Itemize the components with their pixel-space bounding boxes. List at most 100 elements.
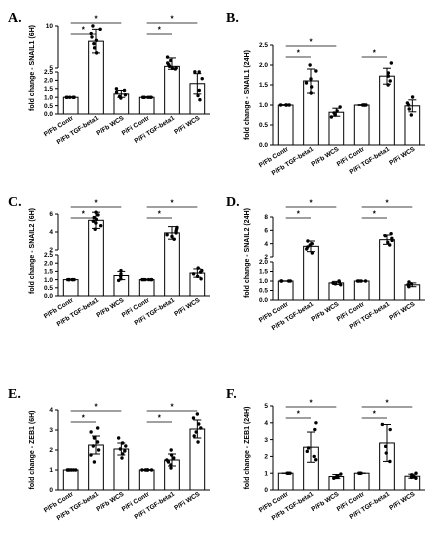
y-tick-label: 0 (264, 487, 268, 494)
data-point (67, 277, 71, 282)
data-point (95, 426, 100, 430)
data-point (288, 279, 293, 283)
bar (277, 472, 294, 491)
data-point (390, 236, 394, 241)
data-point (191, 272, 196, 276)
data-point (170, 234, 174, 239)
data-point (69, 468, 73, 472)
data-point (94, 38, 99, 42)
data-point (279, 279, 284, 283)
bar (62, 469, 79, 491)
y-tick-label: 5 (264, 403, 268, 410)
data-point (140, 277, 144, 282)
data-point (89, 430, 93, 434)
y-tick-label: 3 (264, 437, 268, 444)
data-point (145, 468, 150, 472)
data-point (410, 95, 415, 99)
y-axis-label: fold change - SNAIL2 (6H) (29, 208, 36, 294)
panel-label: C. (8, 195, 22, 210)
data-point (339, 472, 343, 476)
data-point (65, 95, 69, 99)
data-point (118, 447, 123, 451)
data-point (172, 237, 176, 241)
data-point (96, 213, 100, 217)
data-point (338, 105, 342, 109)
data-point (193, 70, 197, 74)
significance-star: * (94, 403, 98, 412)
data-point (92, 436, 97, 440)
data-point (149, 277, 153, 282)
data-point (383, 233, 387, 238)
y-tick-label: 0.0 (44, 111, 53, 118)
data-point (98, 27, 102, 32)
data-point (114, 87, 119, 91)
data-point (92, 41, 96, 46)
y-tick-label: 0.0 (44, 293, 53, 300)
y-tick-label: 2.5 (44, 69, 53, 76)
data-point (194, 430, 198, 434)
data-point (91, 219, 96, 223)
significance-star: * (158, 26, 162, 35)
y-tick-label: 2 (264, 454, 268, 461)
significance-star: * (158, 414, 162, 423)
data-point (165, 55, 170, 59)
y-tick-label: 2.0 (259, 62, 268, 69)
x-category-label: P/Fi WCS (388, 300, 417, 322)
y-tick-label: 2 (49, 447, 53, 454)
y-tick-label: 0 (49, 487, 53, 494)
significance-star: * (170, 403, 174, 412)
y-tick-label: 0.5 (259, 122, 268, 129)
data-point (197, 70, 201, 74)
data-point (198, 98, 202, 102)
data-point (286, 471, 290, 475)
data-point (383, 444, 388, 449)
significance-star: * (94, 199, 98, 208)
significance-star: * (373, 210, 377, 219)
data-point (196, 93, 200, 98)
y-tick-label: 4 (49, 407, 53, 414)
significance-star: * (297, 410, 301, 419)
data-point (90, 35, 94, 39)
bar (277, 104, 294, 146)
bar (353, 104, 370, 146)
data-point (169, 463, 173, 467)
data-point (304, 81, 309, 85)
bar (379, 75, 395, 146)
data-point (414, 471, 418, 475)
y-tick-label: 8 (264, 214, 268, 221)
significance-star: * (170, 199, 174, 208)
data-point (407, 107, 411, 111)
data-point (166, 61, 170, 65)
data-point (337, 279, 341, 283)
bar (138, 469, 155, 491)
data-point (310, 241, 314, 246)
data-point (148, 95, 152, 99)
data-point (199, 277, 203, 281)
significance-star: * (385, 399, 389, 408)
data-point (119, 272, 123, 276)
x-category-label: P/Fi WCS (173, 114, 202, 136)
y-tick-label: 1.0 (44, 277, 53, 284)
data-point (314, 421, 318, 425)
y-tick-label: 2 (49, 247, 53, 254)
data-point (170, 66, 175, 71)
y-tick-label: 1.5 (259, 269, 268, 276)
bar (353, 280, 370, 301)
data-point (313, 427, 317, 432)
y-tick-label: 0.5 (259, 288, 268, 295)
y-tick-label: 6 (49, 211, 53, 218)
data-point (335, 109, 339, 113)
data-point (363, 279, 368, 283)
data-point (149, 468, 154, 472)
data-point (306, 446, 311, 450)
bar (62, 96, 79, 115)
data-point (410, 473, 414, 477)
data-point (407, 280, 411, 284)
data-point (389, 61, 394, 65)
y-tick-label: 0.5 (44, 103, 53, 110)
bar (164, 232, 180, 297)
y-tick-label: 2 (264, 254, 268, 261)
data-point (95, 440, 100, 444)
data-point (314, 69, 318, 73)
